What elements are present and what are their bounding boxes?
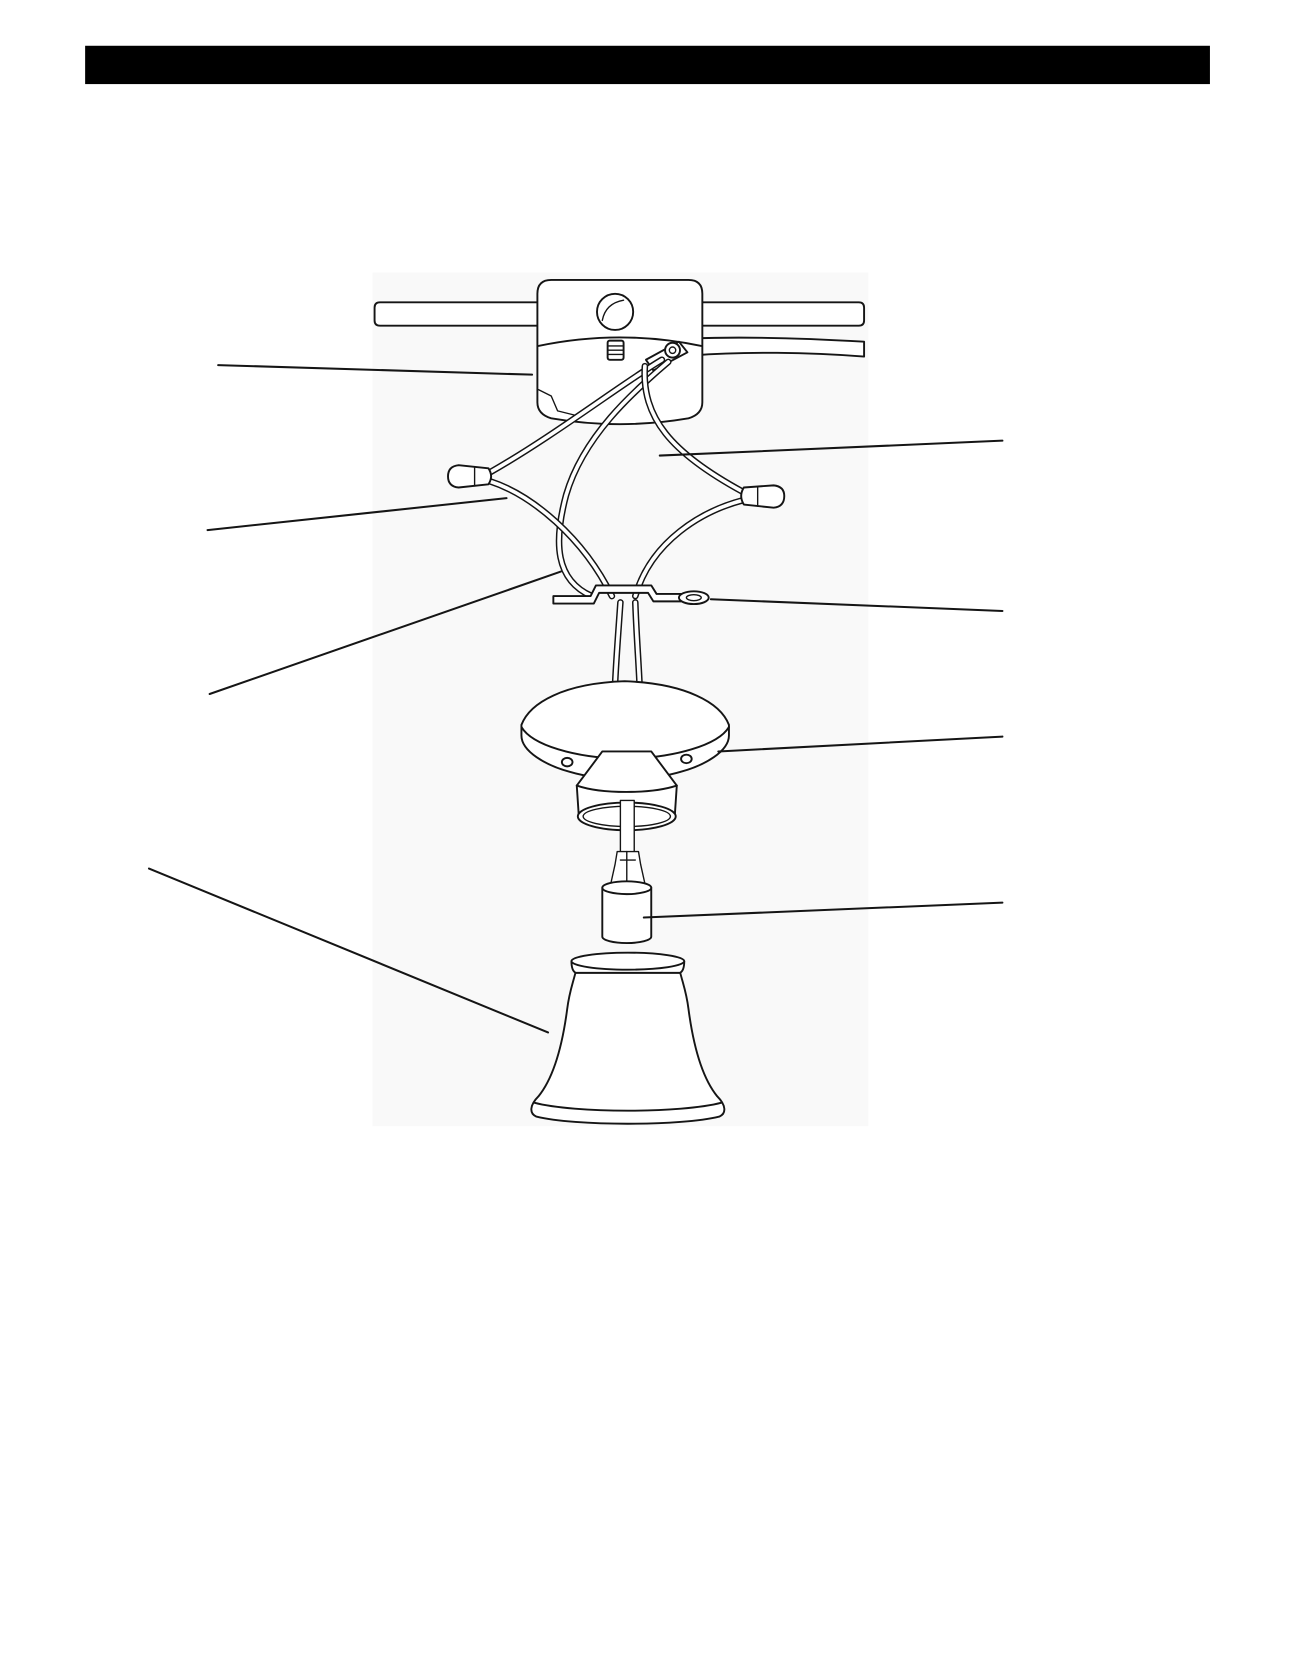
strap-ground-screw-hole — [685, 593, 702, 602]
callout-leader-lines — [147, 364, 1004, 1034]
wire-nut-right — [740, 484, 786, 509]
canopy-screw-hole — [680, 753, 693, 765]
callout-line-junction-box — [217, 364, 534, 376]
canopy-body — [520, 680, 730, 780]
junction-box-knockout-shading — [601, 299, 625, 322]
fixture-diagram — [147, 278, 1004, 1125]
ground-screw-slot — [668, 346, 677, 355]
wire-nut-left — [447, 464, 493, 489]
callout-line-glass-shade — [147, 867, 550, 1034]
callout-line-supply-wire — [658, 439, 1004, 457]
supply-cable — [690, 336, 866, 358]
strap-ground-screw — [677, 590, 710, 606]
mounting-strap — [552, 584, 710, 606]
socket-clip — [610, 850, 646, 885]
ground-screw-head — [664, 341, 681, 359]
canopy-cup-shoulder — [575, 784, 678, 793]
socket-lead-rod — [619, 799, 635, 856]
section-header-bar — [85, 45, 1210, 85]
callout-line-canopy — [717, 735, 1004, 753]
wire-nut-left-body — [447, 464, 493, 489]
socket-clip-body — [610, 850, 646, 885]
canopy-screw-hole — [560, 756, 574, 768]
wire-nut-right-body — [740, 484, 786, 509]
junction-box-knockout — [596, 292, 635, 331]
junction-box — [536, 278, 704, 426]
socket-clip-detail — [619, 850, 636, 885]
mounting-stud — [606, 339, 625, 361]
junction-box-knockout-tab — [537, 388, 576, 416]
glass-shade-lip — [533, 1101, 723, 1112]
canopy — [520, 680, 730, 780]
callout-line-fixture-wire — [206, 497, 508, 532]
lamp-socket-body — [601, 886, 653, 945]
mounting-stud-threads — [606, 345, 625, 356]
fixture-parts — [373, 278, 866, 1125]
lamp-socket-top — [601, 880, 653, 896]
callout-line-socket — [642, 901, 1004, 919]
glass-shade — [530, 951, 726, 1125]
callout-line-ground-wire — [208, 570, 562, 696]
lamp-socket — [601, 880, 653, 945]
glass-shade-body — [530, 970, 726, 1125]
glass-shade-opening — [570, 951, 686, 971]
callout-line-mounting-strap — [709, 598, 1004, 612]
junction-box-opening-edge — [537, 336, 703, 347]
